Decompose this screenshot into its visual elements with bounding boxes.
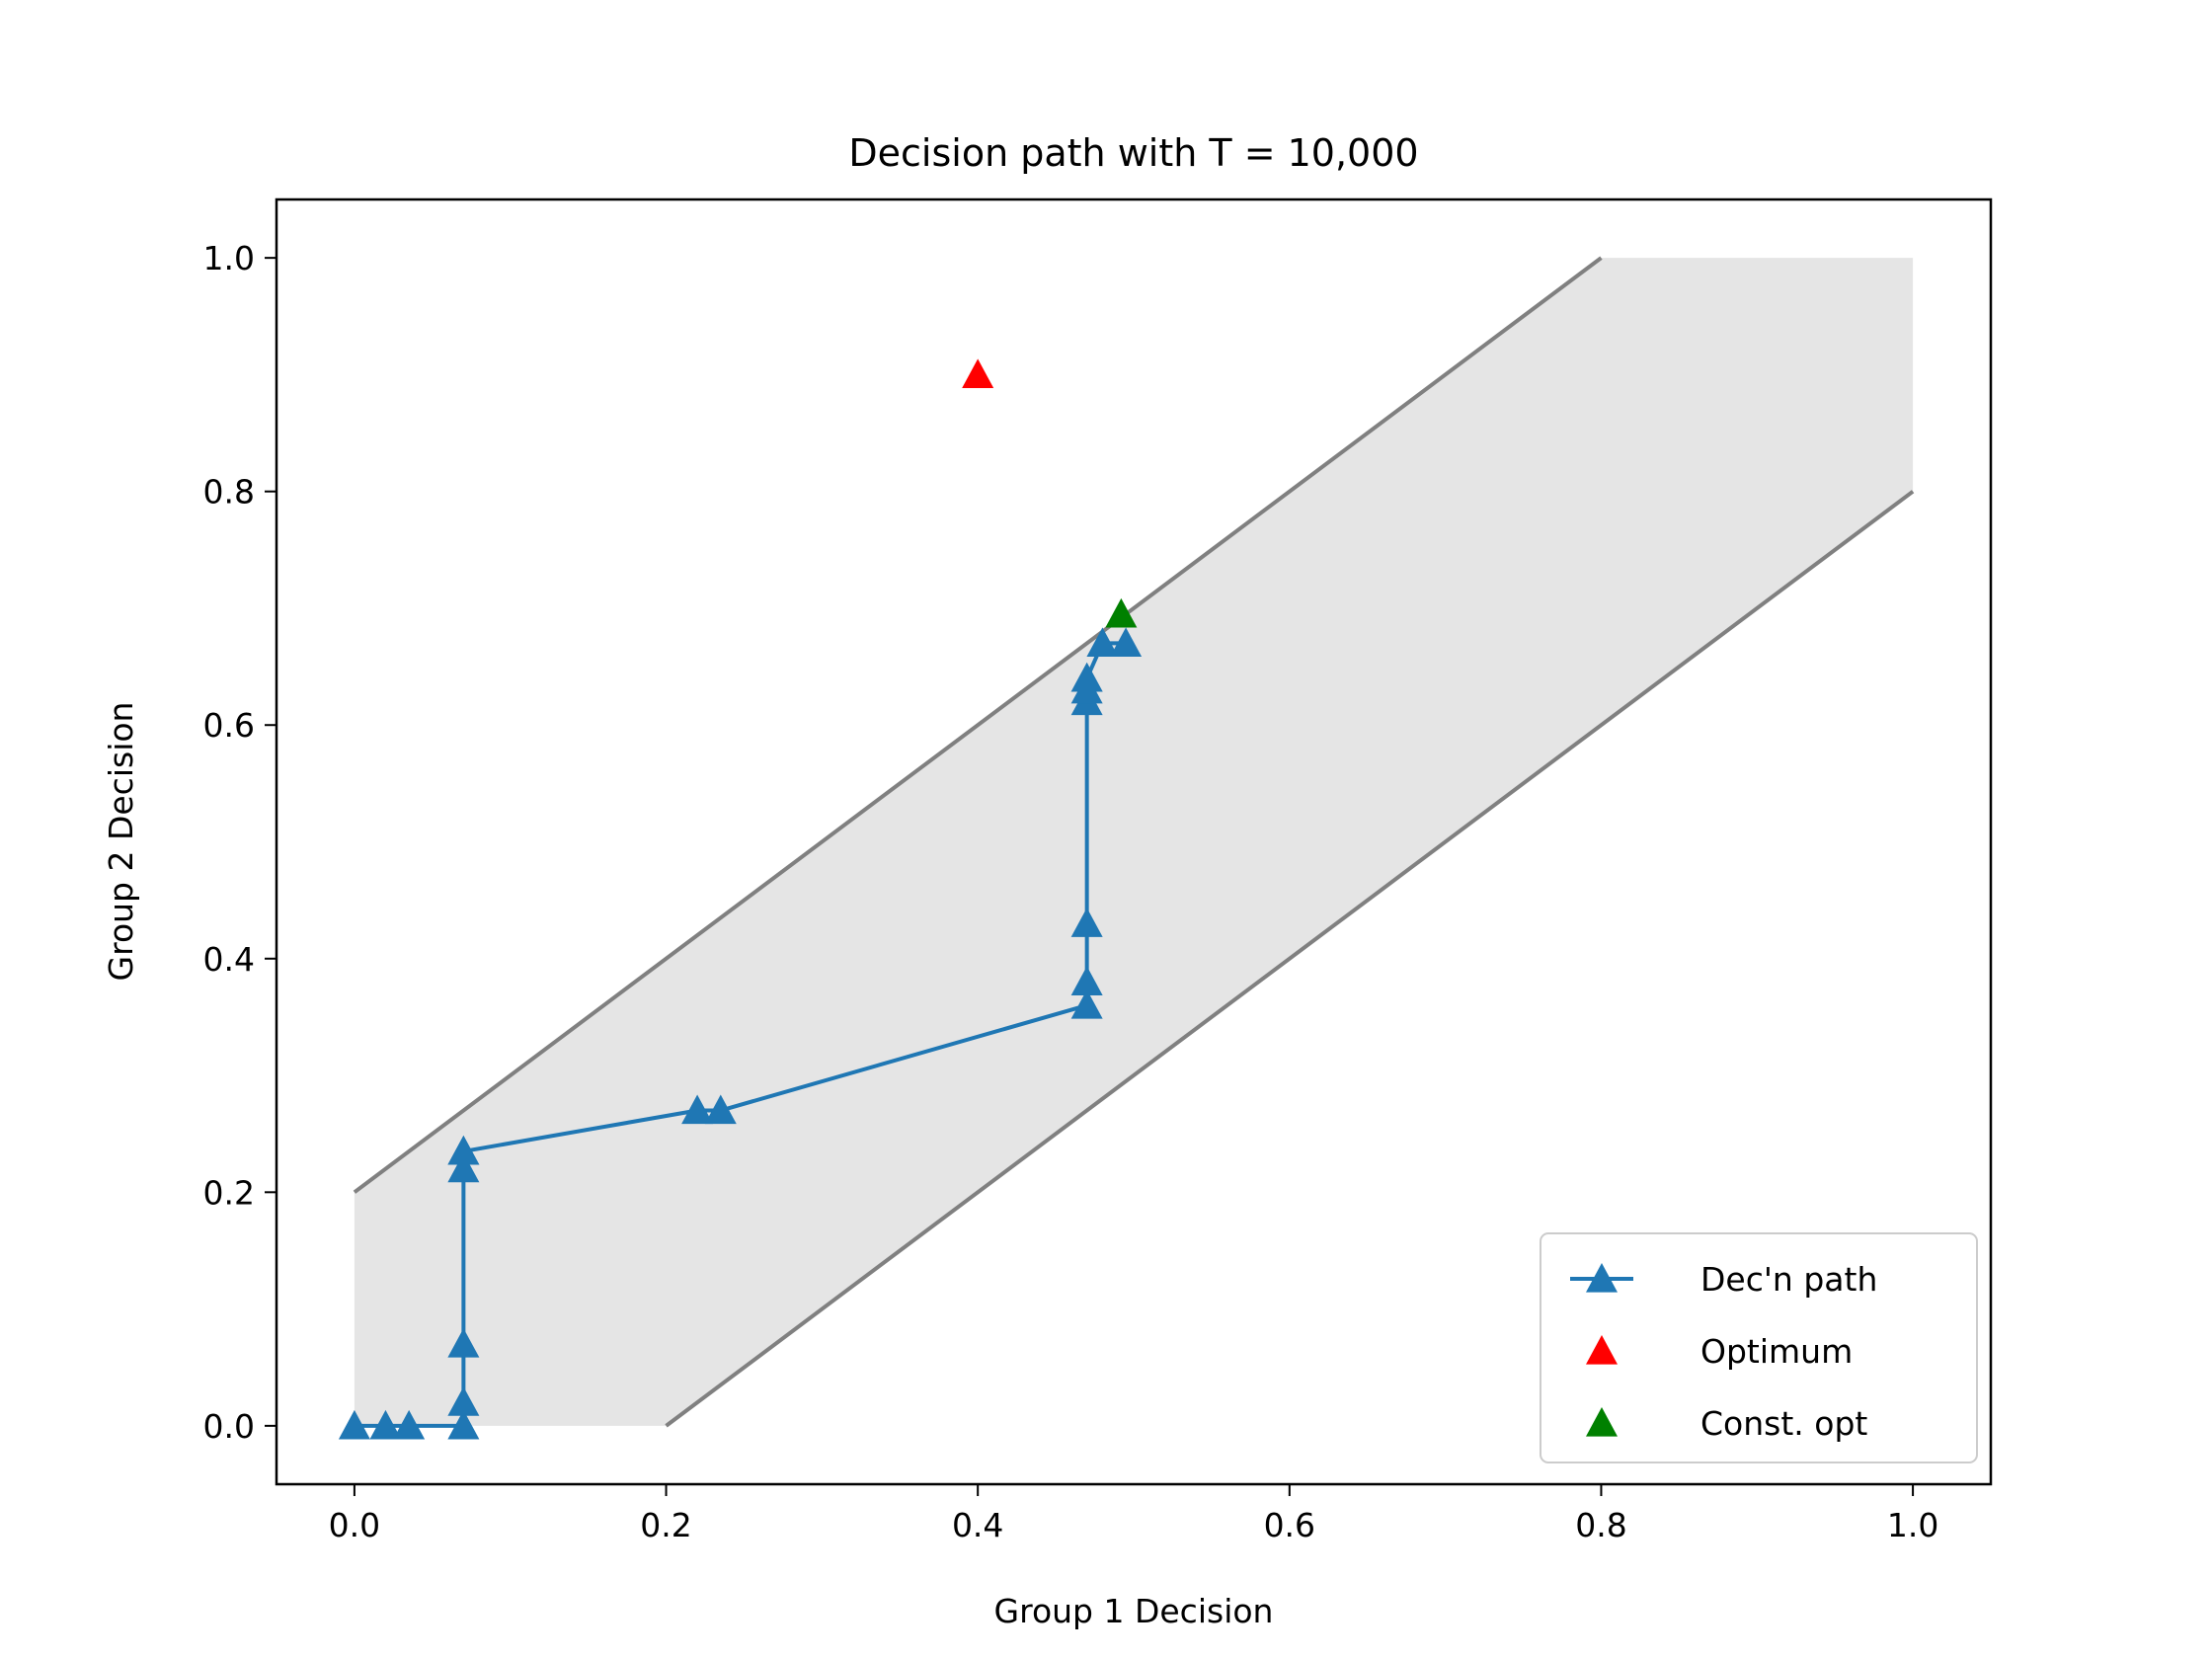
- plot-frame: [275, 198, 1993, 1486]
- dec-n-path-point: [1086, 627, 1119, 658]
- y-ticks: 0.0 0.2 0.4 0.6 0.8 1.0: [203, 239, 276, 1446]
- y-tick-label: 0.4: [203, 940, 255, 979]
- dec-n-path-point: [393, 1409, 426, 1440]
- y-tick-label: 0.8: [203, 473, 255, 512]
- legend-label: Optimum: [1700, 1332, 1853, 1371]
- dec-n-path-point: [1070, 966, 1103, 996]
- x-ticks: 0.0 0.2 0.4 0.6 0.8 1.0: [329, 1484, 1938, 1544]
- series-optimum: [962, 358, 994, 389]
- legend-marker: [1586, 1335, 1618, 1365]
- y-tick-label: 0.2: [203, 1173, 255, 1212]
- dec-n-path-point: [447, 1409, 480, 1440]
- legend-marker: [1586, 1263, 1618, 1293]
- legend-label: Const. opt: [1700, 1404, 1867, 1443]
- y-tick-label: 0.0: [203, 1407, 255, 1446]
- dec-n-path-point: [704, 1094, 737, 1125]
- x-axis-label: Group 1 Decision: [994, 1592, 1274, 1630]
- feasible-region: [354, 258, 1914, 1426]
- legend: Dec'n path Optimum Const. opt: [1540, 1232, 1978, 1463]
- x-tick-label: 0.2: [640, 1506, 691, 1544]
- dec-n-path-point: [1070, 908, 1103, 937]
- dec-n-path-point: [369, 1409, 402, 1440]
- dec-n-path-point: [447, 1152, 480, 1183]
- x-tick-label: 0.0: [329, 1506, 380, 1544]
- x-tick-label: 0.4: [952, 1506, 1003, 1544]
- feasible-region-fill: [354, 258, 1914, 1426]
- legend-box: [1540, 1232, 1978, 1463]
- dec-n-path-point: [447, 1386, 480, 1416]
- dec-n-path-point: [1070, 662, 1103, 692]
- feasible-region-boundaries: [353, 256, 1915, 1428]
- upper-boundary-line: [353, 256, 1603, 1194]
- series-dec-n-path: [338, 627, 1143, 1440]
- legend-item-const-opt: Const. opt: [1586, 1404, 1867, 1443]
- chart-title: Decision path with T = 10,000: [848, 131, 1418, 175]
- legend-item-optimum: Optimum: [1586, 1332, 1853, 1371]
- lower-boundary-line: [665, 490, 1915, 1428]
- x-tick-label: 1.0: [1887, 1506, 1938, 1544]
- x-tick-label: 0.6: [1264, 1506, 1315, 1544]
- dec-n-path-point: [1110, 627, 1143, 658]
- x-tick-label: 0.8: [1575, 1506, 1626, 1544]
- series-layer: [338, 358, 1143, 1440]
- dec-n-path-point: [1070, 989, 1103, 1019]
- legend-label: Dec'n path: [1700, 1260, 1877, 1299]
- dec-n-path-point: [447, 1328, 480, 1358]
- dec-n-path-point: [681, 1094, 714, 1125]
- const-opt-point: [1105, 597, 1138, 628]
- y-tick-label: 0.6: [203, 706, 255, 745]
- series-const-opt: [1105, 597, 1138, 628]
- legend-item-dec-n-path: Dec'n path: [1570, 1260, 1877, 1299]
- y-tick-label: 1.0: [203, 239, 255, 277]
- y-axis-label: Group 2 Decision: [102, 702, 140, 982]
- dec-n-path-point: [338, 1409, 370, 1440]
- legend-marker: [1586, 1407, 1618, 1437]
- optimum-point: [962, 358, 994, 389]
- dec-n-path-point: [447, 1135, 480, 1165]
